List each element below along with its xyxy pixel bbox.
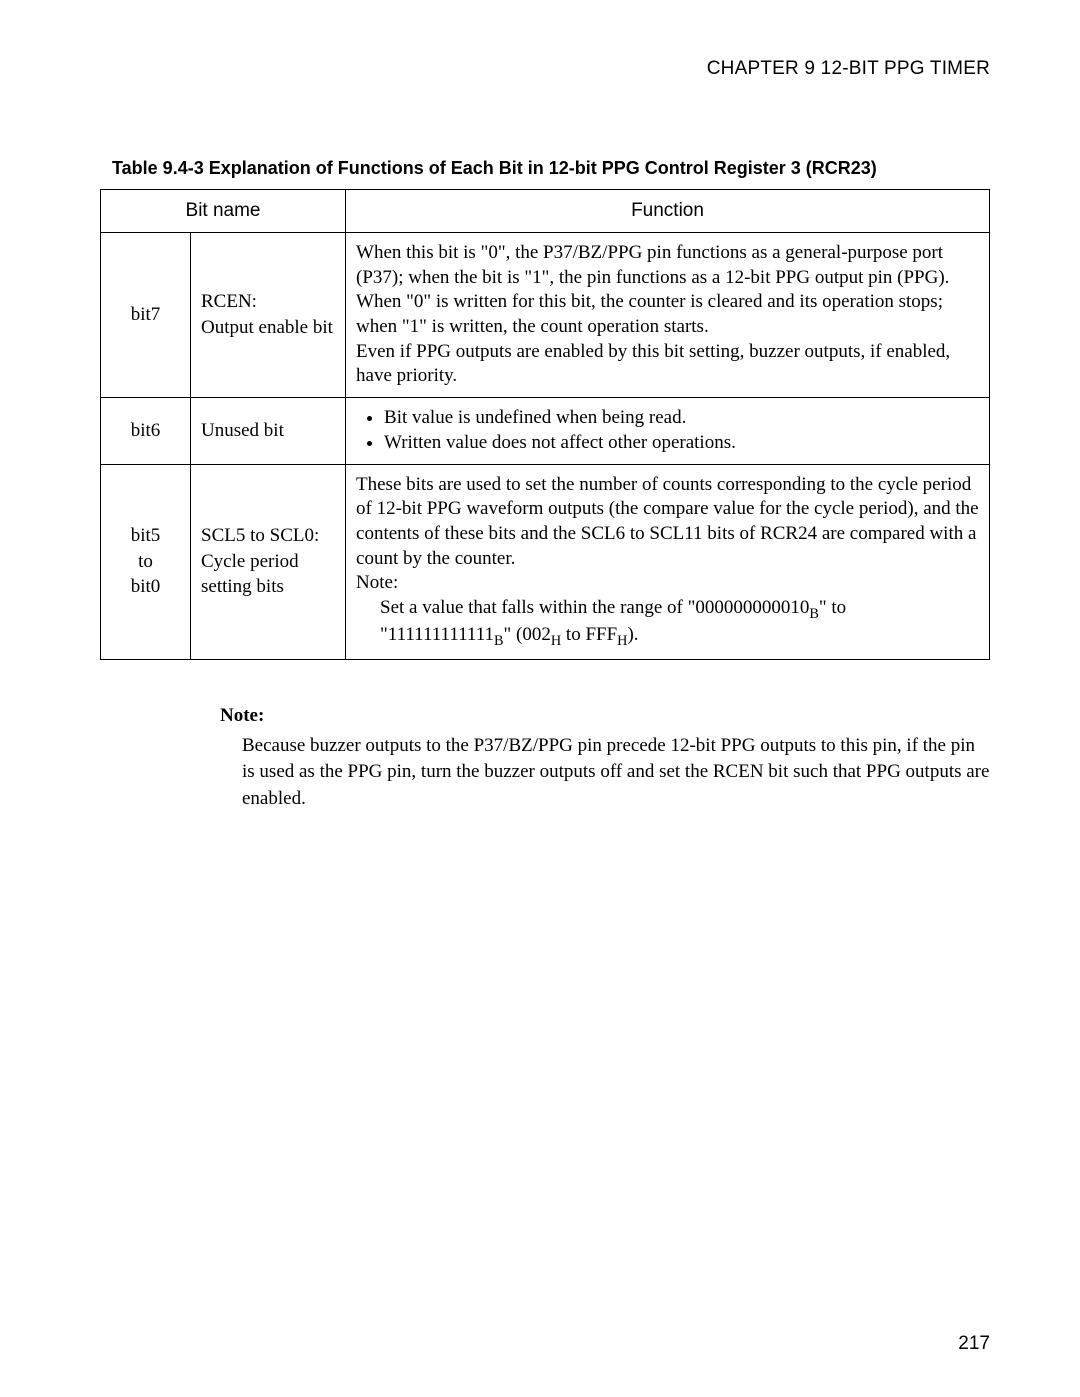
- func-bullet: Written value does not affect other oper…: [384, 431, 979, 456]
- func-note-indent: Set a value that falls within the range …: [356, 596, 979, 651]
- page: CHAPTER 9 12-BIT PPG TIMER Table 9.4-3 E…: [0, 0, 1080, 1397]
- bit-line: bit0: [131, 576, 161, 597]
- table-row: bit6 Unused bit Bit value is undefined w…: [101, 398, 990, 464]
- func-note-part: Set a value that falls within the range …: [380, 597, 809, 618]
- subscript-h: H: [617, 633, 627, 649]
- func-bullet-list: Bit value is undefined when being read. …: [356, 406, 979, 455]
- func-note-part: " (002: [504, 624, 551, 645]
- note-label: Note:: [220, 705, 990, 727]
- name-line: RCEN:: [201, 291, 257, 312]
- name-cell-bit5to0: SCL5 to SCL0: Cycle period setting bits: [191, 464, 346, 659]
- func-main-text: These bits are used to set the number of…: [356, 474, 979, 569]
- table-row: bit5 to bit0 SCL5 to SCL0: Cycle period …: [101, 464, 990, 659]
- subscript-b: B: [809, 606, 819, 622]
- func-bullet: Bit value is undefined when being read.: [384, 406, 979, 431]
- func-note-part: ).: [627, 624, 638, 645]
- note-block: Note: Because buzzer outputs to the P37/…: [220, 705, 990, 813]
- name-line: Output enable bit: [201, 317, 333, 338]
- col-header-function: Function: [346, 190, 990, 233]
- subscript-b: B: [494, 633, 504, 649]
- bit-cell-bit6: bit6: [101, 398, 191, 464]
- name-line: setting bits: [201, 576, 284, 597]
- page-number: 217: [958, 1333, 990, 1355]
- func-note-part: to FFF: [561, 624, 617, 645]
- note-body: Because buzzer outputs to the P37/BZ/PPG…: [242, 733, 990, 813]
- name-cell-bit6: Unused bit: [191, 398, 346, 464]
- func-cell-bit7: When this bit is "0", the P37/BZ/PPG pin…: [346, 233, 990, 398]
- table-header-row: Bit name Function: [101, 190, 990, 233]
- func-note-label: Note:: [356, 572, 398, 593]
- subscript-h: H: [551, 633, 561, 649]
- chapter-header: CHAPTER 9 12-BIT PPG TIMER: [100, 58, 990, 80]
- func-cell-bit6: Bit value is undefined when being read. …: [346, 398, 990, 464]
- bit-line: bit5: [131, 525, 161, 546]
- name-cell-bit7: RCEN: Output enable bit: [191, 233, 346, 398]
- func-cell-bit5to0: These bits are used to set the number of…: [346, 464, 990, 659]
- name-line: Cycle period: [201, 551, 299, 572]
- name-line: SCL5 to SCL0:: [201, 525, 319, 546]
- table-title: Table 9.4-3 Explanation of Functions of …: [112, 158, 990, 179]
- bit-cell-bit7: bit7: [101, 233, 191, 398]
- col-header-bitname: Bit name: [101, 190, 346, 233]
- bit-cell-bit5to0: bit5 to bit0: [101, 464, 191, 659]
- bit-line: to: [138, 551, 153, 572]
- register-table: Bit name Function bit7 RCEN: Output enab…: [100, 189, 990, 660]
- table-row: bit7 RCEN: Output enable bit When this b…: [101, 233, 990, 398]
